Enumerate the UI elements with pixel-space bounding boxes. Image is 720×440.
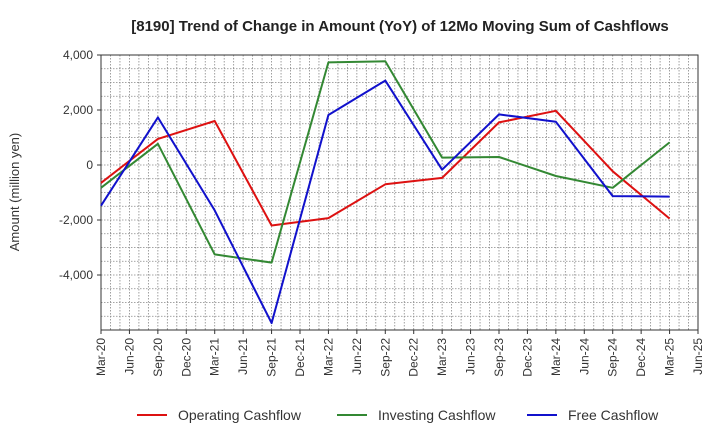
y-tick-label: -2,000 [59, 213, 93, 227]
x-tick-label: Sep-20 [151, 338, 165, 377]
x-tick-label: Dec-22 [407, 338, 421, 377]
x-tick-label: Sep-24 [606, 338, 620, 377]
x-tick-label: Dec-23 [520, 338, 534, 377]
x-tick-label: Jun-25 [691, 338, 705, 375]
x-tick-label: Jun-23 [464, 338, 478, 375]
series-line-operating-cashflow [100, 109, 671, 227]
plot-frame [100, 54, 699, 331]
x-tick-label: Sep-23 [492, 338, 506, 377]
x-tick-label: Dec-21 [293, 338, 307, 377]
y-tick-label: 2,000 [63, 103, 93, 117]
legend-label-free-cashflow: Free Cashflow [568, 407, 659, 423]
x-tick-label: Mar-23 [435, 338, 449, 376]
x-tick-label: Mar-24 [549, 338, 563, 376]
chart-title: [8190] Trend of Change in Amount (YoY) o… [131, 18, 669, 35]
legend-label-operating-cashflow: Operating Cashflow [178, 407, 302, 423]
series-lines [100, 60, 671, 325]
x-tick-label: Sep-22 [378, 338, 392, 377]
x-tick-label: Dec-24 [634, 338, 648, 377]
x-tick-label: Jun-20 [122, 338, 136, 375]
x-tick-label: Jun-22 [350, 338, 364, 375]
legend: Operating Cashflow Investing Cashflow Free… [137, 407, 659, 423]
y-tick-label: 0 [86, 158, 93, 172]
legend-label-investing-cashflow: Investing Cashflow [378, 407, 496, 423]
y-tick-label: -4,000 [59, 268, 93, 282]
y-tick-label: 4,000 [63, 48, 93, 62]
grid [101, 55, 698, 330]
x-axis-ticks: Mar-20 Jun-20 Sep-20 Dec-20 Mar-21 Jun-21 Sep-… [94, 330, 705, 377]
y-axis-label: Amount (million yen) [7, 133, 22, 252]
series-line-investing-cashflow [100, 60, 671, 264]
y-axis-ticks: -4,000 -2,000 0 2,000 4,000 [59, 48, 101, 282]
series-line-free-cashflow [100, 79, 670, 325]
x-tick-label: Mar-21 [208, 338, 222, 376]
x-tick-label: Mar-25 [663, 338, 677, 376]
x-tick-label: Mar-22 [321, 338, 335, 376]
x-tick-label: Jun-24 [577, 338, 591, 375]
x-tick-label: Jun-21 [236, 338, 250, 375]
x-tick-label: Sep-21 [265, 338, 279, 377]
x-tick-label: Dec-20 [179, 338, 193, 377]
x-tick-label: Mar-20 [94, 338, 108, 376]
